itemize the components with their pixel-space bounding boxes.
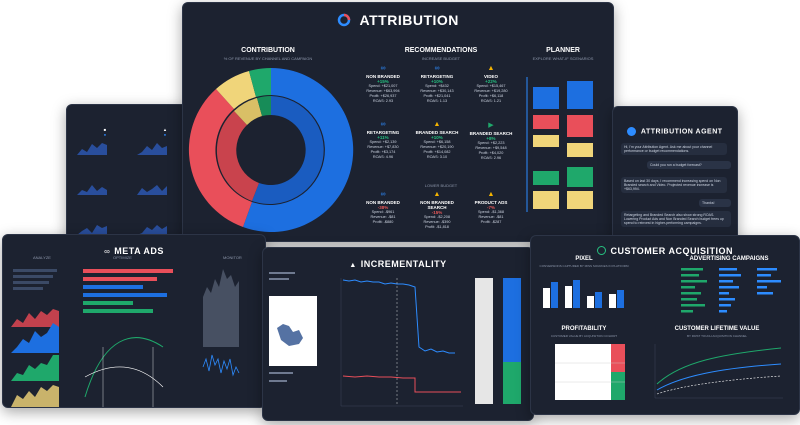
rec-increase-1: ∞ NON BRANDED +15% Spend: +$21,007 Reven… [359,65,407,104]
rec-increase-5: ▲ BRANDED SEARCH +10% Spend: +$6,158 Rev… [413,121,461,160]
tile-2: ▲ ● [163,127,167,137]
rec-increase-4: ∞ RETARGETING +11% Spend: +$2,139 Revenu… [359,121,407,160]
optimize-label: OPTIMIZE [113,255,132,260]
google-ads-icon: ▲ [487,191,495,198]
rec-lower-1: ∞ NON BRANDED -38% Spend: -$961 Revenue:… [359,191,407,225]
incrementality-panel: ▲ INCREMENTALITY [262,247,534,421]
customer-acquisition-panel: CUSTOMER ACQUISITION PIXEL CONVERSIONS C… [530,235,800,415]
incrementality-visuals [269,272,521,407]
campaigns-title: ADVERTISING CAMPAIGNS [689,256,769,262]
planner-bar-2-yellow2 [567,191,593,209]
google-ads-icon: ▲ [433,121,441,128]
planner-bar-2-green [567,167,593,187]
meta-logo-icon: ∞ [104,247,110,256]
channel-overview-panel: ■ ● ▲ ● [66,104,198,251]
profitability-subtitle: CUSTOMER VALUE BY ACQUISITION COHORT [550,334,618,338]
lower-budget-label: LOWER BUDGET [424,183,458,188]
attribution-agent-panel: ATTRIBUTION AGENT Hi, I'm your Attributi… [612,106,738,242]
donut-outer-yellow [216,71,256,109]
tile-sparklines [77,143,167,235]
agent-header: ATTRIBUTION AGENT [613,123,737,141]
customer-acquisition-title: CUSTOMER ACQUISITION [610,245,733,256]
attribution-header: ATTRIBUTION [183,11,613,29]
customer-acquisition-visuals [543,268,783,400]
rec-increase-3: ▲ VIDEO +22% Spend: +$15,467 Revenue: +$… [467,65,515,104]
planner-bar-1-red [533,115,559,129]
donut-inner-green [257,96,271,116]
contribution-subtitle: % OF REVENUE BY CHANNEL AND CAMPAIGN [223,56,313,61]
donut-outer-red [188,89,252,227]
agent-message-1: Hi, I'm your Attribution Agent. Ask me a… [621,143,727,155]
planner-bar-1-blue [533,87,559,109]
planner-bar-1-green [533,171,559,185]
meta-ads-title: META ADS [114,246,164,256]
meta-ads-visuals [5,269,240,407]
user-message-1: Could you run a budget forecast? [647,161,731,169]
planner-bar-1-yellow [533,135,559,147]
planner-bar-2-yellow [567,143,593,157]
attribution-panel: ATTRIBUTION CONTRIBUTION % OF REVENUE BY… [182,2,614,242]
analyze-label: ANALYZE [33,255,51,260]
agent-title: ATTRIBUTION AGENT [640,128,723,136]
acquisition-logo-icon [597,246,607,256]
pixel-title: PIXEL [575,256,593,262]
planner-chart [526,77,593,212]
planner-bar-1-yellow2 [533,191,559,209]
planner-title: PLANNER [546,47,580,54]
agent-chat-icon [627,127,637,137]
donut-inner-blue [252,96,324,204]
planner-bar-2-red [567,115,593,137]
contribution-title: CONTRIBUTION [241,47,295,54]
attribution-title: ATTRIBUTION [359,11,459,28]
donut-outer-blue [243,67,354,232]
meta-icon: ∞ [380,65,386,72]
meta-ads-header: ∞ META ADS [3,241,265,259]
rec-lower-3: ▲ PRODUCT ADS -7% Spend: -$1,368 Revenue… [467,191,515,225]
planner-bar-2-blue [567,81,593,109]
incrementality-logo-icon: ▲ [349,262,357,269]
google-ads-icon: ▲ [487,65,495,72]
agent-message-2: Based on last 30 days, I recommend incre… [621,177,727,193]
ltv-title: CUSTOMER LIFETIME VALUE [674,326,760,332]
contribution-donut [188,67,354,232]
agent-message-3: Retargeting and Branded Search also show… [621,211,731,227]
monitor-label: MONITOR [223,255,242,260]
meta-icon: ∞ [380,121,386,128]
recommendations-title: RECOMMENDATIONS [404,47,478,54]
rec-increase-6: ▶ BRANDED SEARCH +8% Spend: +$2,223 Reve… [467,121,515,161]
google-ads-icon: ▲ [433,191,441,198]
ltv-subtitle: BY FIRST TOUCH ACQUISITION CHANNEL [686,334,748,338]
incrementality-header: ▲ INCREMENTALITY [263,254,533,272]
tile-1: ■ ● [103,127,107,137]
increase-budget-label: INCREASE BUDGET [421,56,461,61]
planner-subtitle: EXPLORE WHAT-IF SCENARIOS [532,56,594,61]
meta-ads-panel: ∞ META ADS ANALYZE OPTIMIZE MONITOR [2,234,266,408]
rec-increase-2: ∞ RETARGETING +10% Spend: +$432 Revenue:… [413,65,461,104]
customer-acquisition-header: CUSTOMER ACQUISITION [531,242,799,260]
profitability-title: PROFITABILITY [561,326,607,332]
rec-lower-2: ▲ NON BRANDED SEARCH -15% Spend: -$2,208… [413,191,461,230]
donut-outer-green [249,67,271,97]
attribution-logo-icon [337,13,351,27]
meta-icon: ∞ [380,191,386,198]
donut-inner-red [216,111,259,201]
meta-icon: ∞ [434,65,440,72]
incrementality-title: INCREMENTALITY [360,259,447,269]
donut-inner-yellow [234,98,262,125]
bing-icon: ▶ [488,122,494,129]
pixel-subtitle: CONVERSIONS CAPTURED BY MISS SOURCES IN … [539,264,629,268]
user-message-2: Thanks! [699,199,731,207]
